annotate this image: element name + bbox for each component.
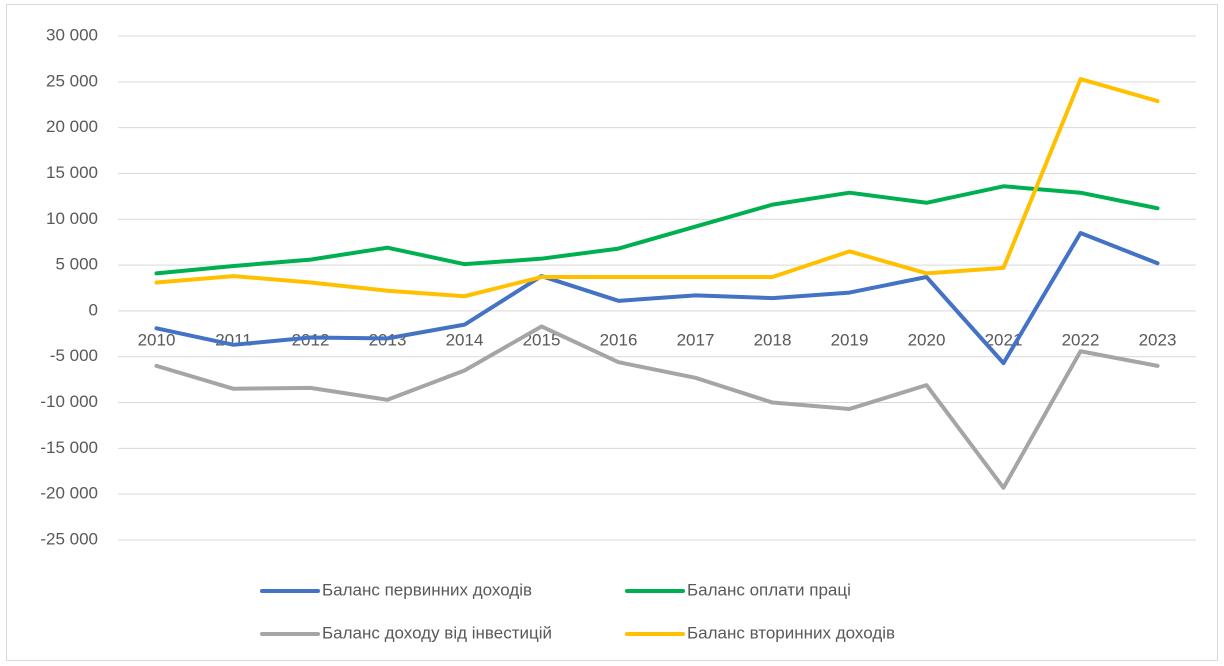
- x-tick-label: 2010: [138, 330, 176, 349]
- x-tick-label: 2020: [908, 330, 946, 349]
- x-tick-label: 2018: [754, 330, 792, 349]
- series-line: [154, 324, 1160, 490]
- legend-label: Баланс доходу від інвестицій: [322, 623, 552, 642]
- y-tick-label: 25 000: [46, 71, 98, 90]
- series-line: [154, 77, 1160, 299]
- y-tick-label: -20 000: [40, 484, 98, 503]
- legend-label: Баланс первинних доходів: [322, 580, 532, 599]
- y-tick-label: -25 000: [40, 529, 98, 548]
- x-tick-label: 2014: [446, 330, 484, 349]
- legend-label: Баланс вторинних доходів: [687, 623, 895, 642]
- y-tick-label: 15 000: [46, 163, 98, 182]
- legend-label: Баланс оплати праці: [687, 580, 851, 599]
- y-tick-label: 30 000: [46, 25, 98, 44]
- series-line: [154, 184, 1160, 276]
- y-tick-label: 5 000: [55, 255, 98, 274]
- y-tick-label: -5 000: [50, 346, 98, 365]
- series-line: [154, 231, 1160, 366]
- x-tick-label: 2019: [831, 330, 869, 349]
- chart-border: [6, 4, 1218, 661]
- y-tick-label: 20 000: [46, 117, 98, 136]
- x-tick-label: 2012: [292, 330, 330, 349]
- y-tick-label: -15 000: [40, 438, 98, 457]
- x-tick-label: 2016: [600, 330, 638, 349]
- x-tick-label: 2023: [1139, 330, 1177, 349]
- x-tick-label: 2022: [1062, 330, 1100, 349]
- y-tick-label: 10 000: [46, 209, 98, 228]
- x-tick-label: 2015: [523, 330, 561, 349]
- y-tick-label: -10 000: [40, 392, 98, 411]
- y-tick-label: 0: [89, 300, 98, 319]
- x-tick-label: 2017: [677, 330, 715, 349]
